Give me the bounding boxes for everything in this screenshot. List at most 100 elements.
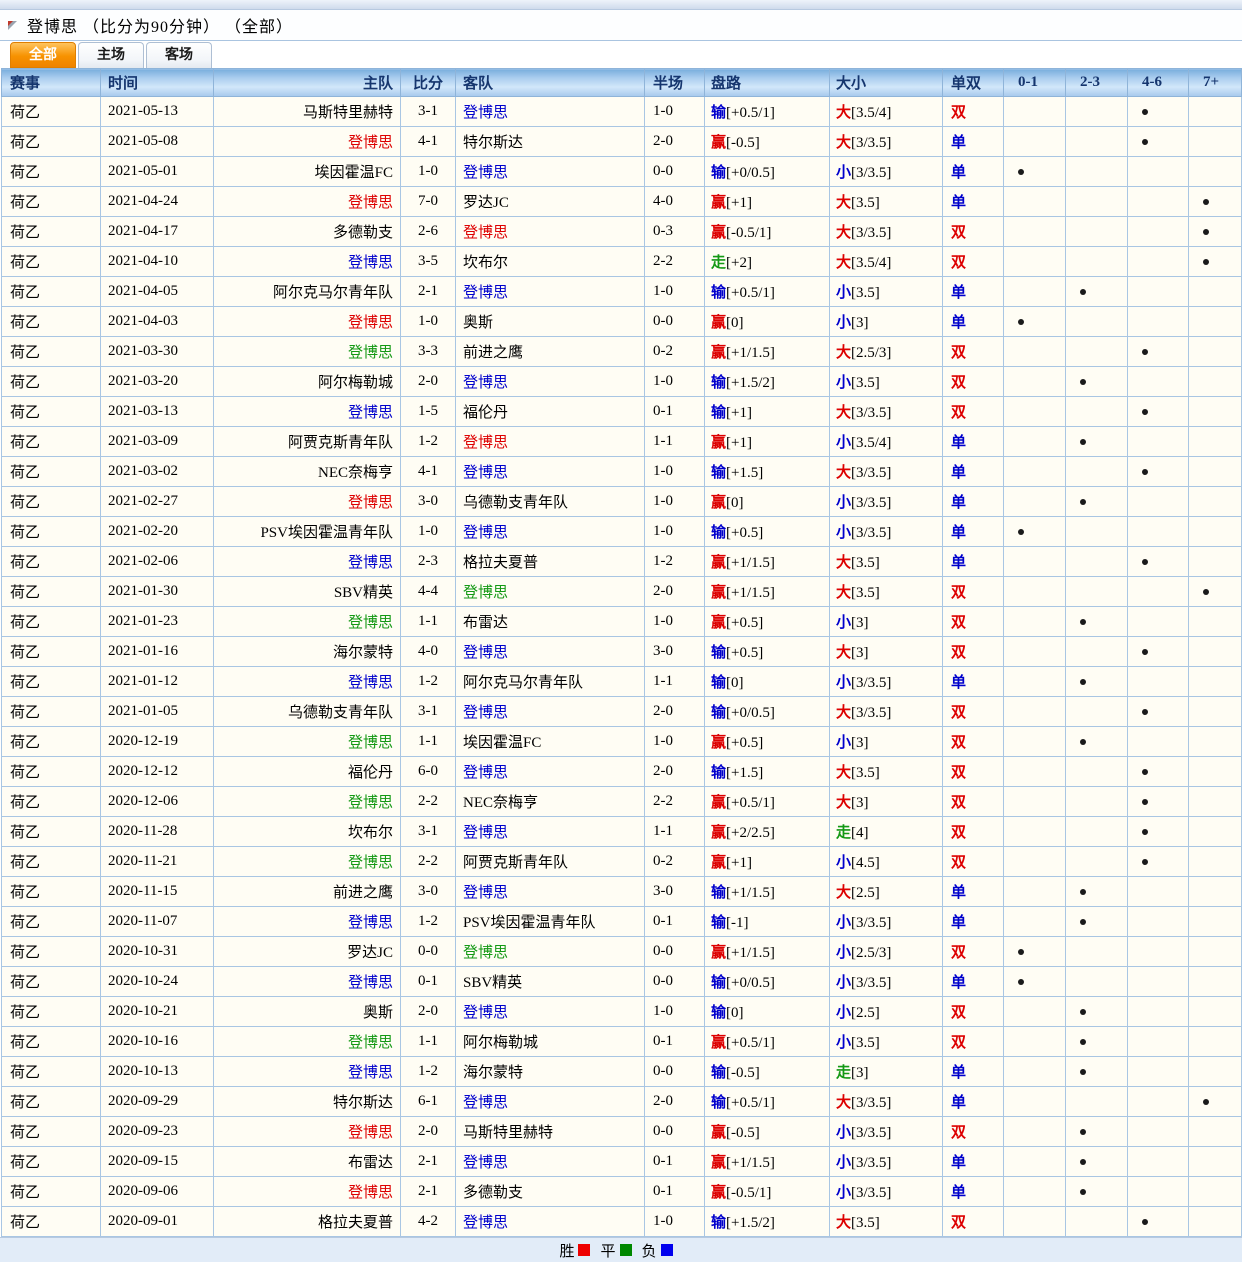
tab-away[interactable]: 客场	[146, 42, 212, 68]
cell-goal-range-7+	[1188, 276, 1242, 307]
cell-goal-range-2-3	[1065, 126, 1128, 157]
cell-league: 荷乙	[1, 966, 101, 997]
cell-home-team: 阿尔梅勒城	[213, 366, 401, 397]
legend-swatch	[619, 1244, 632, 1256]
cell-date: 2020-10-24	[100, 966, 214, 997]
cell-handicap: 输[+0.5/1]	[704, 276, 830, 307]
cell-home-team: 登博思	[213, 486, 401, 517]
cell-halftime-score: 1-0	[644, 1206, 705, 1237]
cell-home-team: 布雷达	[213, 1146, 401, 1177]
goal-range-dot	[1080, 918, 1086, 925]
cell-goal-range-4-6	[1127, 726, 1189, 757]
cell-halftime-score: 0-1	[644, 906, 705, 937]
goal-range-dot	[1142, 798, 1148, 805]
cell-goal-range-7+	[1188, 1206, 1242, 1237]
col-half: 半场	[644, 68, 705, 97]
cell-league: 荷乙	[1, 696, 101, 727]
cell-goal-range-0-1	[1003, 396, 1066, 427]
handicap-result: 输	[711, 765, 727, 781]
cell-away-team: SBV精英	[455, 966, 645, 997]
goal-range-dot	[1080, 1128, 1086, 1135]
cell-halftime-score: 2-0	[644, 576, 705, 607]
cell-overunder: 小[3/3.5]	[829, 486, 943, 517]
legend-label: 胜	[559, 1243, 575, 1260]
match-row: 荷乙 2021-04-05 阿尔克马尔青年队 2-1 登博思 1-0 输[+0.5/1] 小[…	[1, 276, 1242, 307]
overunder-result: 小	[836, 165, 852, 181]
goal-range-dot	[1203, 588, 1209, 595]
cell-score: 6-0	[400, 756, 456, 787]
cell-home-team: SBV精英	[213, 576, 401, 607]
cell-home-team: 登博思	[213, 786, 401, 817]
cell-oddeven: 单	[942, 1086, 1004, 1117]
match-row: 荷乙 2020-10-21 奥斯 2-0 登博思 1-0 输[0] 小[2.5] 双	[1, 996, 1242, 1027]
cell-goal-range-2-3	[1065, 336, 1128, 367]
cell-handicap: 赢[+1/1.5]	[704, 546, 830, 577]
cell-halftime-score: 1-0	[644, 366, 705, 397]
cell-halftime-score: 0-0	[644, 1116, 705, 1147]
goal-range-dot	[1080, 288, 1086, 295]
cell-score: 7-0	[400, 186, 456, 217]
cell-home-team: 坎布尔	[213, 816, 401, 847]
cell-halftime-score: 0-2	[644, 336, 705, 367]
cell-oddeven: 双	[942, 726, 1004, 757]
tab-home[interactable]: 主场	[78, 42, 144, 68]
cell-date: 2021-01-23	[100, 606, 214, 637]
tab-all[interactable]: 全部	[10, 42, 76, 68]
cell-oddeven: 双	[942, 96, 1004, 127]
cell-goal-range-7+	[1188, 666, 1242, 697]
cell-date: 2021-01-05	[100, 696, 214, 727]
cell-goal-range-7+	[1188, 156, 1242, 187]
cell-handicap: 输[+1.5/2]	[704, 1206, 830, 1237]
cell-goal-range-7+	[1188, 456, 1242, 487]
cell-goal-range-4-6	[1127, 636, 1189, 667]
cell-oddeven: 双	[942, 816, 1004, 847]
cell-score: 4-4	[400, 576, 456, 607]
cell-date: 2021-03-30	[100, 336, 214, 367]
cell-overunder: 大[3.5/4]	[829, 96, 943, 127]
overunder-result: 小	[836, 615, 852, 631]
cell-date: 2020-12-12	[100, 756, 214, 787]
matches-table: 赛事 时间 主队 比分 客队 半场 盘路 大小 单双 0-1 2-3 4-6 7+ 荷乙 2021-05-…	[1, 68, 1242, 1237]
cell-goal-range-7+	[1188, 516, 1242, 547]
cell-home-team: 登博思	[213, 666, 401, 697]
cell-goal-range-4-6	[1127, 96, 1189, 127]
cell-away-team: 福伦丹	[455, 396, 645, 427]
cell-oddeven: 单	[942, 126, 1004, 157]
match-row: 荷乙 2021-03-13 登博思 1-5 福伦丹 0-1 输[+1] 大[3/3.5] 双	[1, 396, 1242, 427]
cell-goal-range-0-1	[1003, 606, 1066, 637]
cell-date: 2021-03-13	[100, 396, 214, 427]
cell-league: 荷乙	[1, 1056, 101, 1087]
match-row: 荷乙 2021-05-13 马斯特里赫特 3-1 登博思 1-0 输[+0.5/1] 大[3.…	[1, 96, 1242, 127]
cell-goal-range-7+	[1188, 96, 1242, 127]
overunder-result: 大	[836, 765, 852, 781]
cell-score: 1-2	[400, 1056, 456, 1087]
cell-goal-range-2-3	[1065, 786, 1128, 817]
cell-league: 荷乙	[1, 996, 101, 1027]
cell-handicap: 输[+0/0.5]	[704, 156, 830, 187]
overunder-result: 大	[836, 195, 852, 211]
cell-goal-range-7+	[1188, 216, 1242, 247]
goal-range-dot	[1018, 168, 1024, 175]
overunder-result: 小	[836, 735, 852, 751]
cell-halftime-score: 1-0	[644, 996, 705, 1027]
cell-handicap: 输[+0/0.5]	[704, 696, 830, 727]
cell-date: 2021-04-10	[100, 246, 214, 277]
match-row: 荷乙 2021-03-30 登博思 3-3 前进之鹰 0-2 赢[+1/1.5] 大[2.5/…	[1, 336, 1242, 367]
cell-date: 2021-04-05	[100, 276, 214, 307]
cell-goal-range-2-3	[1065, 666, 1128, 697]
cell-goal-range-0-1	[1003, 276, 1066, 307]
cell-date: 2020-09-15	[100, 1146, 214, 1177]
cell-handicap: 输[+1.5/2]	[704, 366, 830, 397]
match-row: 荷乙 2021-04-03 登博思 1-0 奥斯 0-0 赢[0] 小[3] 单	[1, 306, 1242, 337]
goal-range-dot	[1080, 1008, 1086, 1015]
cell-goal-range-4-6	[1127, 666, 1189, 697]
overunder-result: 大	[836, 1215, 852, 1231]
cell-oddeven: 单	[942, 1146, 1004, 1177]
cell-score: 1-1	[400, 1026, 456, 1057]
cell-oddeven: 单	[942, 276, 1004, 307]
cell-score: 2-0	[400, 1116, 456, 1147]
col-4-6: 4-6	[1127, 68, 1189, 97]
cell-date: 2020-11-28	[100, 816, 214, 847]
cell-goal-range-2-3	[1065, 366, 1128, 397]
cell-goal-range-7+	[1188, 186, 1242, 217]
